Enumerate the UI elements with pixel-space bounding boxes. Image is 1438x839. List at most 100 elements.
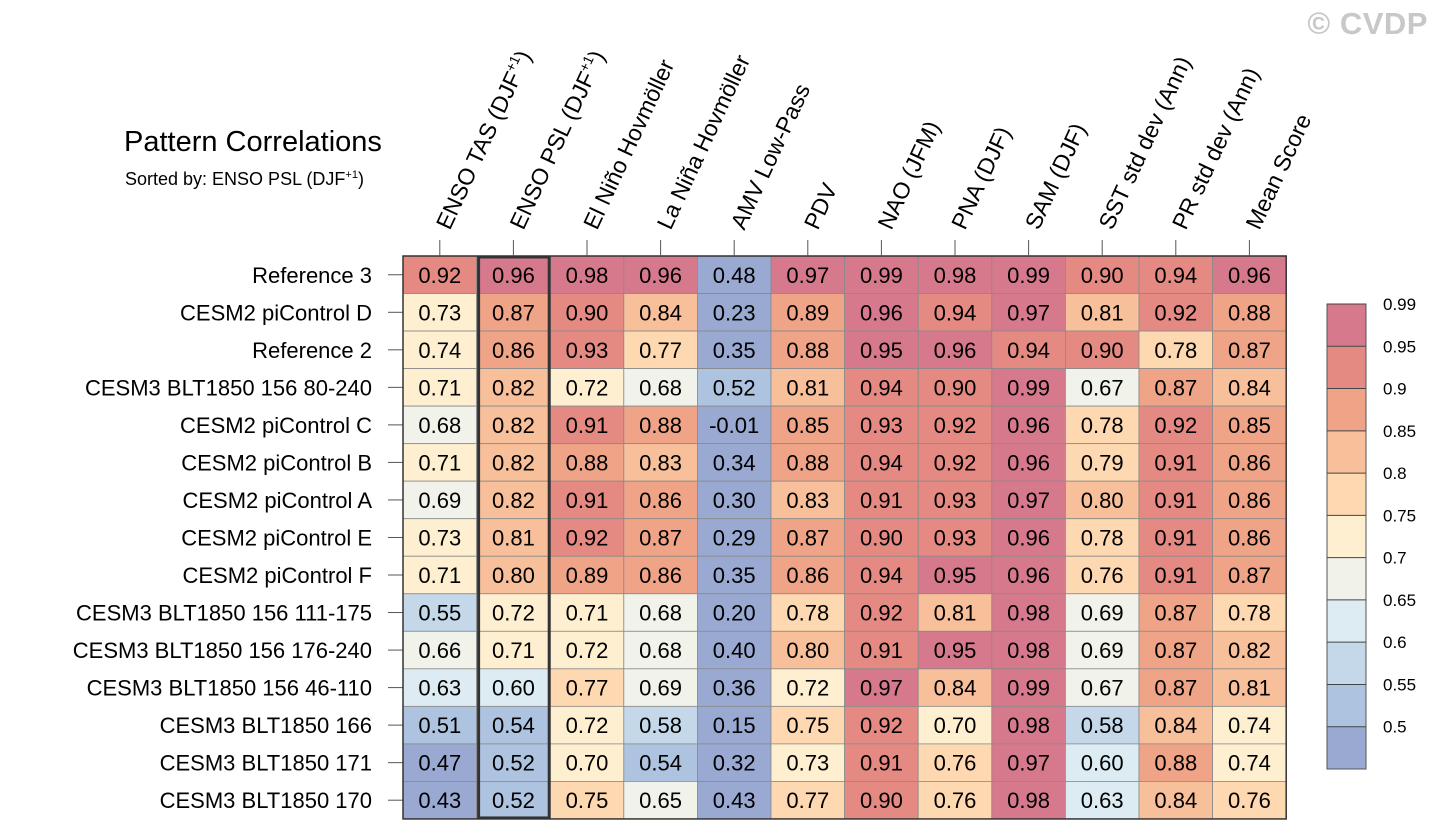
heatmap-cell bbox=[476, 668, 551, 707]
row-label: Reference 2 bbox=[252, 338, 372, 363]
heatmap-cell bbox=[991, 368, 1066, 407]
heatmap-cell bbox=[697, 668, 772, 707]
cell-value: 0.91 bbox=[860, 751, 903, 776]
cell-value: 0.99 bbox=[1007, 263, 1050, 288]
cell-value: 0.96 bbox=[1228, 263, 1271, 288]
colorbar-segment bbox=[1327, 388, 1366, 431]
cell-value: 0.88 bbox=[639, 413, 682, 438]
cell-value: 0.90 bbox=[860, 525, 903, 550]
cell-value: 0.76 bbox=[934, 788, 977, 813]
cell-value: 0.72 bbox=[566, 638, 609, 663]
colorbar-label: 0.85 bbox=[1383, 422, 1416, 441]
cell-value: 0.83 bbox=[786, 488, 829, 513]
colorbar-segment bbox=[1327, 473, 1366, 516]
heatmap-cell bbox=[402, 593, 477, 632]
heatmap-cell bbox=[623, 480, 698, 520]
cell-value: 0.78 bbox=[1081, 525, 1124, 550]
cell-value: 0.23 bbox=[713, 300, 756, 325]
row-label: CESM3 BLT1850 171 bbox=[160, 751, 372, 776]
cell-value: 0.69 bbox=[418, 488, 461, 513]
colorbar-segment bbox=[1327, 599, 1366, 643]
cell-value: 0.35 bbox=[713, 338, 756, 363]
heatmap-cell bbox=[476, 781, 551, 820]
cell-value: 0.94 bbox=[860, 375, 903, 400]
cell-value: 0.97 bbox=[1007, 300, 1050, 325]
heatmap-cell bbox=[476, 630, 551, 670]
cell-value: 0.89 bbox=[786, 300, 829, 325]
heatmap-cell bbox=[991, 518, 1066, 557]
colorbar-label: 0.5 bbox=[1383, 718, 1407, 737]
heatmap-cell bbox=[623, 443, 698, 482]
cell-value: 0.66 bbox=[418, 638, 461, 663]
colorbar-label: 0.65 bbox=[1383, 591, 1416, 610]
cell-value: 0.78 bbox=[786, 601, 829, 626]
cell-value: 0.97 bbox=[860, 676, 903, 701]
cell-value: 0.92 bbox=[1154, 413, 1197, 438]
cell-value: 0.34 bbox=[713, 450, 756, 475]
cell-value: 0.96 bbox=[934, 338, 977, 363]
cell-value: 0.76 bbox=[934, 751, 977, 776]
cell-value: 0.76 bbox=[1228, 788, 1271, 813]
heatmap-cell bbox=[991, 255, 1066, 294]
cell-value: 0.51 bbox=[418, 713, 461, 738]
heatmap-cell bbox=[402, 293, 477, 332]
cell-value: 0.92 bbox=[1154, 300, 1197, 325]
heatmap-cell bbox=[1065, 630, 1140, 670]
cell-value: 0.70 bbox=[566, 751, 609, 776]
cell-value: 0.87 bbox=[786, 525, 829, 550]
heatmap-cell bbox=[549, 593, 625, 632]
heatmap-cell bbox=[1212, 781, 1287, 820]
heatmap-cell bbox=[1065, 668, 1140, 707]
heatmap-cell bbox=[770, 593, 845, 632]
heatmap-border bbox=[402, 255, 1287, 820]
column-label: PDV bbox=[799, 179, 843, 233]
cell-value: -0.01 bbox=[709, 413, 759, 438]
cell-value: 0.89 bbox=[566, 563, 609, 588]
cell-value: 0.65 bbox=[639, 788, 682, 813]
heatmap-cell bbox=[991, 743, 1066, 782]
heatmap-cell bbox=[1065, 293, 1140, 332]
heatmap-cell bbox=[1065, 593, 1140, 632]
heatmap-cell bbox=[1212, 743, 1287, 782]
row-label: CESM3 BLT1850 156 176-240 bbox=[73, 638, 372, 663]
heatmap-cell bbox=[1138, 518, 1213, 557]
cell-value: 0.83 bbox=[639, 450, 682, 475]
cell-value: 0.67 bbox=[1081, 375, 1124, 400]
cell-value: 0.69 bbox=[639, 676, 682, 701]
row-label: CESM2 piControl D bbox=[180, 300, 372, 325]
heatmap-cell bbox=[844, 593, 919, 632]
cell-value: 0.98 bbox=[1007, 788, 1050, 813]
cell-value: 0.73 bbox=[418, 525, 461, 550]
cell-value: 0.91 bbox=[1154, 525, 1197, 550]
column-label: NAO (JFM) bbox=[872, 117, 945, 233]
cell-value: 0.32 bbox=[713, 751, 756, 776]
cell-value: 0.90 bbox=[566, 300, 609, 325]
cell-value: 0.97 bbox=[1007, 488, 1050, 513]
cell-value: 0.91 bbox=[860, 638, 903, 663]
cell-value: 0.82 bbox=[1228, 638, 1271, 663]
heatmap-cell bbox=[1212, 443, 1287, 482]
cell-value: 0.76 bbox=[1081, 563, 1124, 588]
cell-value: 0.97 bbox=[786, 263, 829, 288]
cell-value: 0.96 bbox=[1007, 525, 1050, 550]
cell-value: 0.91 bbox=[1154, 563, 1197, 588]
cell-value: 0.87 bbox=[1154, 601, 1197, 626]
colorbar-label: 0.9 bbox=[1383, 380, 1407, 399]
heatmap-cell bbox=[697, 705, 772, 745]
row-label: CESM3 BLT1850 156 46-110 bbox=[87, 676, 372, 701]
heatmap-cell bbox=[917, 555, 993, 595]
heatmap-cell bbox=[549, 630, 625, 670]
cell-value: 0.90 bbox=[934, 375, 977, 400]
cell-value: 0.84 bbox=[639, 300, 682, 325]
cell-value: 0.63 bbox=[1081, 788, 1124, 813]
cell-value: 0.72 bbox=[566, 375, 609, 400]
heatmap-cell bbox=[1138, 368, 1213, 407]
sorted-column-highlight bbox=[477, 255, 551, 820]
heatmap-cell bbox=[770, 443, 845, 482]
cell-value: 0.29 bbox=[713, 525, 756, 550]
cell-value: 0.71 bbox=[418, 450, 461, 475]
heatmap-cell bbox=[991, 443, 1066, 482]
heatmap-cell bbox=[917, 705, 993, 745]
heatmap-cell bbox=[402, 443, 477, 482]
colorbar-label: 0.6 bbox=[1383, 633, 1407, 652]
